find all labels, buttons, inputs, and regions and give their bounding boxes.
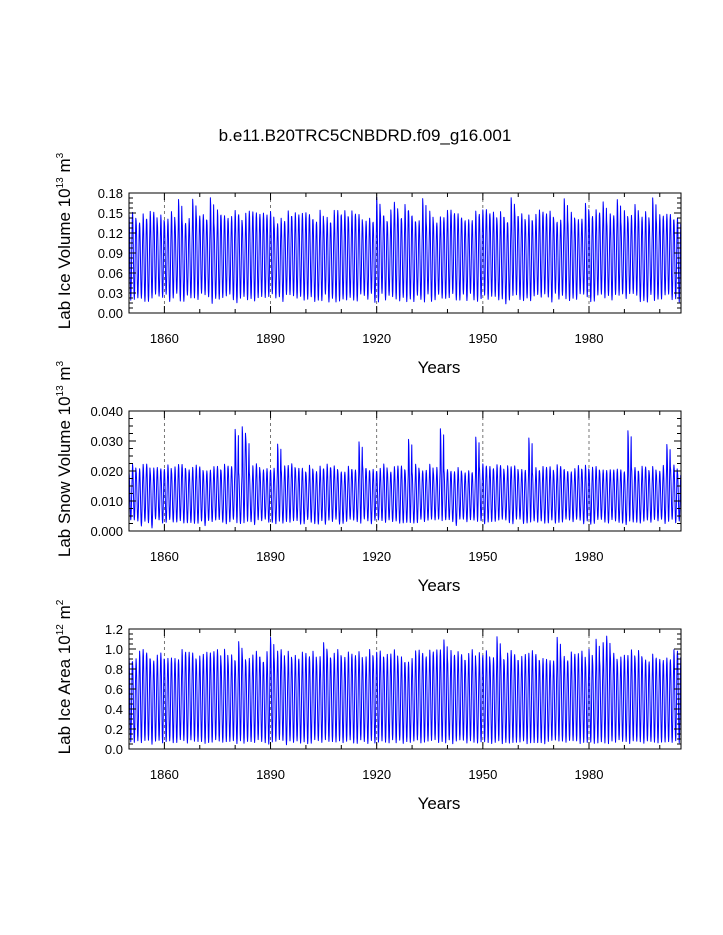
x-tick-label-1980: 1980 [575,549,604,564]
x-tick-label-1890: 1890 [256,767,285,782]
y-tick-label-0.020: 0.020 [90,464,123,479]
y-axis-title-ice-area: Lab Ice Area 1012 m2 [55,599,74,754]
y-tick-label-0.15: 0.15 [98,206,123,221]
x-tick-label-1920: 1920 [362,549,391,564]
x-tick-label-1950: 1950 [468,767,497,782]
y-tick-label-1.0: 1.0 [105,642,123,657]
x-tick-label-1860: 1860 [150,331,179,346]
y-tick-label-0.03: 0.03 [98,286,123,301]
x-axis-title-ice-area: Years [418,794,461,813]
y-tick-label-0.18: 0.18 [98,186,123,201]
x-tick-label-1950: 1950 [468,549,497,564]
chart-ice-volume: 1860 1890 1920 1950 1980 0.00 0.03 0.06 0.09 0.12… [55,152,682,377]
y-tick-label-0.010: 0.010 [90,494,123,509]
x-tick-label-1860: 1860 [150,549,179,564]
x-axis-title-snow-volume: Years [418,576,461,595]
x-tick-label-1920: 1920 [362,767,391,782]
y-tick-label-0.6: 0.6 [105,682,123,697]
series-line-ice-volume [128,196,682,305]
x-tick-label-1980: 1980 [575,767,604,782]
chart-ice-area: 1860 1890 1920 1950 1980 0.0 0.2 0.4 0.6 0.8 1.0 1.… [55,599,682,813]
x-axis-title-ice-volume: Years [418,358,461,377]
figure-title: b.e11.B20TRC5CNBDRD.f09_g16.001 [219,126,512,145]
y-tick-label-0.06: 0.06 [98,266,123,281]
y-tick-label-0.000: 0.000 [90,524,123,539]
x-tick-label-1890: 1890 [256,331,285,346]
x-tick-label-1860: 1860 [150,767,179,782]
x-tick-label-1890: 1890 [256,549,285,564]
y-tick-label-0.12: 0.12 [98,226,123,241]
y-tick-label-1.2: 1.2 [105,622,123,637]
series-line-snow-volume [128,426,682,529]
y-tick-label-0.00: 0.00 [98,306,123,321]
chart-snow-volume: 1860 1890 1920 1950 1980 0.000 0.010 0.020 0.030… [55,360,682,595]
y-tick-label-0.09: 0.09 [98,246,123,261]
x-tick-label-1920: 1920 [362,331,391,346]
x-tick-label-1980: 1980 [575,331,604,346]
series-line-ice-area [128,635,682,746]
y-tick-label-0.2: 0.2 [105,722,123,737]
y-tick-label-0.0: 0.0 [105,742,123,757]
y-tick-label-0.040: 0.040 [90,404,123,419]
y-axis-title-ice-volume: Lab Ice Volume 1013 m3 [55,152,74,329]
y-axis-title-snow-volume: Lab Snow Volume 1013 m3 [55,360,74,557]
y-tick-label-0.4: 0.4 [105,702,123,717]
y-tick-label-0.030: 0.030 [90,434,123,449]
y-tick-label-0.8: 0.8 [105,662,123,677]
x-tick-label-1950: 1950 [468,331,497,346]
